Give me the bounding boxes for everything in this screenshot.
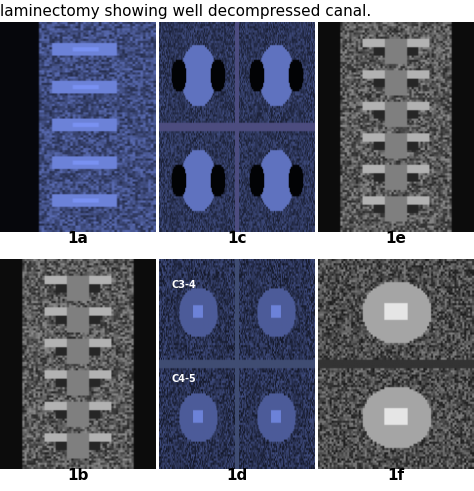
Text: 1c: 1c — [227, 231, 247, 246]
Text: C3-4: C3-4 — [172, 280, 196, 290]
Text: C4-5: C4-5 — [172, 375, 196, 384]
Text: 1b: 1b — [67, 468, 89, 483]
Text: 1e: 1e — [386, 231, 407, 246]
Text: laminectomy showing well decompressed canal.: laminectomy showing well decompressed ca… — [0, 3, 371, 19]
Text: 1f: 1f — [387, 468, 405, 483]
Text: 1d: 1d — [227, 468, 247, 483]
Text: 1a: 1a — [67, 231, 88, 246]
